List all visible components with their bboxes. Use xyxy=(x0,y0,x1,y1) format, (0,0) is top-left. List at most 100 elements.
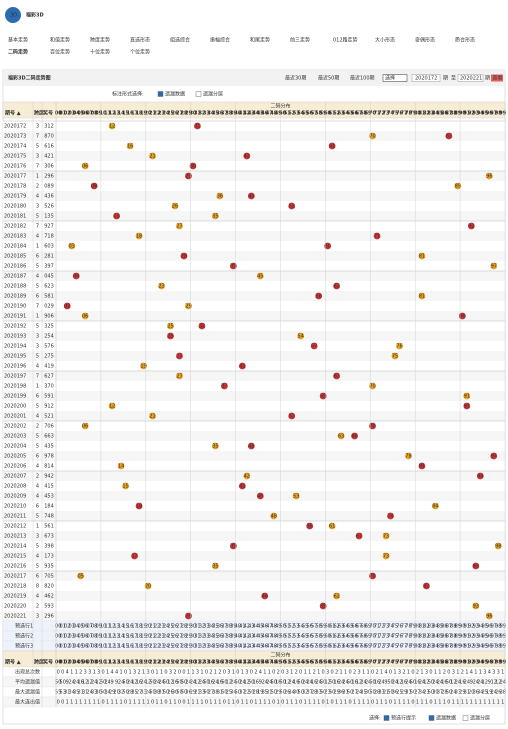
preselect-cell[interactable]: 86 xyxy=(441,644,447,650)
preselect-cell[interactable]: 01 xyxy=(60,644,66,650)
preselect-cell[interactable]: 92 xyxy=(468,634,474,640)
preselect-cell[interactable]: 24 xyxy=(163,644,169,650)
preselect-cell[interactable]: 09 xyxy=(95,644,101,650)
preselect-cell[interactable]: 52 xyxy=(289,644,295,650)
preselect-cell[interactable]: 78 xyxy=(405,634,411,640)
preselect-cell[interactable]: 67 xyxy=(356,634,362,640)
preselect-cell[interactable]: 51 xyxy=(284,644,290,650)
preselect-cell[interactable]: 63 xyxy=(338,634,344,640)
preselect-cell[interactable]: 71 xyxy=(374,624,380,630)
preselect-cell[interactable]: 20 xyxy=(145,644,151,650)
preselect-cell[interactable]: 02 xyxy=(64,644,70,650)
preselect-cell[interactable]: 77 xyxy=(401,624,407,630)
preselect-cell[interactable]: 49 xyxy=(275,624,281,630)
preselect-cell[interactable]: 83 xyxy=(428,644,434,650)
preselect-cell[interactable]: 45 xyxy=(257,624,263,630)
nav-link[interactable]: 振幅综合 xyxy=(210,37,230,44)
checkbox[interactable] xyxy=(383,715,390,721)
preselect-cell[interactable]: 89 xyxy=(455,644,461,650)
preselect-cell[interactable]: 23 xyxy=(158,634,164,640)
preselect-cell[interactable]: 08 xyxy=(91,644,97,650)
preselect-cell[interactable]: 86 xyxy=(441,634,447,640)
preselect-cell[interactable]: 24 xyxy=(163,634,169,640)
preselect-cell[interactable]: 67 xyxy=(356,624,362,630)
preselect-cell[interactable]: 58 xyxy=(315,644,321,650)
preselect-cell[interactable]: 54 xyxy=(298,634,304,640)
preselect-cell[interactable]: 07 xyxy=(86,624,92,630)
preselect-cell[interactable]: 46 xyxy=(262,634,268,640)
preselect-cell[interactable]: 72 xyxy=(378,624,384,630)
preselect-cell[interactable]: 06 xyxy=(82,634,88,640)
preselect-cell[interactable]: 50 xyxy=(280,644,286,650)
preselect-cell[interactable]: 45 xyxy=(257,644,263,650)
preselect-cell[interactable]: 12 xyxy=(109,624,115,630)
preselect-cell[interactable]: 73 xyxy=(383,644,389,650)
preselect-cell[interactable]: 77 xyxy=(401,634,407,640)
preselect-cell[interactable]: 26 xyxy=(172,634,178,640)
nav-link[interactable]: 十位走势 xyxy=(90,49,110,56)
preselect-cell[interactable]: 57 xyxy=(311,644,317,650)
preselect-cell[interactable]: 24 xyxy=(163,624,169,630)
preselect-cell[interactable]: 25 xyxy=(167,634,173,640)
preselect-cell[interactable]: 92 xyxy=(468,644,474,650)
preselect-cell[interactable]: 17 xyxy=(131,634,137,640)
preselect-cell[interactable]: 08 xyxy=(91,634,97,640)
preselect-cell[interactable]: 84 xyxy=(432,634,438,640)
preselect-cell[interactable]: 57 xyxy=(311,634,317,640)
preselect-cell[interactable]: 62 xyxy=(333,634,339,640)
preselect-cell[interactable]: 91 xyxy=(464,644,470,650)
preselect-cell[interactable]: 04 xyxy=(73,624,79,630)
preselect-cell[interactable]: 56 xyxy=(306,634,312,640)
preselect-cell[interactable]: 31 xyxy=(194,624,200,630)
preselect-cell[interactable]: 75 xyxy=(392,624,398,630)
preselect-cell[interactable]: 69 xyxy=(365,624,371,630)
preselect-cell[interactable]: 13 xyxy=(113,634,119,640)
preselect-cell[interactable]: 62 xyxy=(333,624,339,630)
preselect-cell[interactable]: 92 xyxy=(468,624,474,630)
preselect-cell[interactable]: 33 xyxy=(203,644,209,650)
preselect-cell[interactable]: 56 xyxy=(306,624,312,630)
preselect-cell[interactable]: 47 xyxy=(266,624,272,630)
preselect-cell[interactable]: 01 xyxy=(60,634,66,640)
preselect-cell[interactable]: 34 xyxy=(208,624,214,630)
nav-link[interactable]: 直选形态 xyxy=(130,37,150,44)
preselect-cell[interactable]: 75 xyxy=(392,644,398,650)
preselect-cell[interactable]: 26 xyxy=(172,644,178,650)
preselect-cell[interactable]: 98 xyxy=(495,634,501,640)
preselect-cell[interactable]: 71 xyxy=(374,634,380,640)
preselect-cell[interactable]: 70 xyxy=(369,624,375,630)
preselect-cell[interactable]: 17 xyxy=(131,644,137,650)
preselect-cell[interactable]: 05 xyxy=(78,634,84,640)
recent-link[interactable]: 最近100期 xyxy=(350,75,375,82)
preselect-cell[interactable]: 46 xyxy=(262,644,268,650)
preselect-cell[interactable]: 91 xyxy=(464,634,470,640)
preselect-cell[interactable]: 93 xyxy=(473,634,479,640)
preselect-cell[interactable]: 52 xyxy=(289,624,295,630)
preselect-cell[interactable]: 73 xyxy=(383,624,389,630)
preselect-cell[interactable]: 98 xyxy=(495,624,501,630)
preselect-cell[interactable]: 08 xyxy=(91,624,97,630)
preselect-cell[interactable]: 06 xyxy=(82,644,88,650)
nav-link[interactable]: 大小形态 xyxy=(375,37,395,44)
preselect-cell[interactable]: 19 xyxy=(140,644,146,650)
preselect-cell[interactable]: 11 xyxy=(104,624,110,630)
preselect-cell[interactable]: 68 xyxy=(360,644,366,650)
preselect-cell[interactable]: 36 xyxy=(217,624,223,630)
preselect-cell[interactable]: 83 xyxy=(428,634,434,640)
preselect-cell[interactable]: 12 xyxy=(109,634,115,640)
preselect-cell[interactable]: 94 xyxy=(477,634,483,640)
preselect-cell[interactable]: 39 xyxy=(230,634,236,640)
preselect-cell[interactable]: 38 xyxy=(226,644,232,650)
preselect-cell[interactable]: 66 xyxy=(351,644,357,650)
preselect-cell[interactable]: 27 xyxy=(176,644,182,650)
preselect-cell[interactable]: 95 xyxy=(482,624,488,630)
preselect-cell[interactable]: 38 xyxy=(226,624,232,630)
preselect-cell[interactable]: 04 xyxy=(73,644,79,650)
preselect-cell[interactable]: 12 xyxy=(109,644,115,650)
preselect-cell[interactable]: 60 xyxy=(324,634,330,640)
preselect-cell[interactable]: 89 xyxy=(455,624,461,630)
preselect-cell[interactable]: 10 xyxy=(100,634,106,640)
preselect-cell[interactable]: 28 xyxy=(181,624,187,630)
preselect-cell[interactable]: 99 xyxy=(500,634,506,640)
preselect-cell[interactable]: 74 xyxy=(387,624,393,630)
